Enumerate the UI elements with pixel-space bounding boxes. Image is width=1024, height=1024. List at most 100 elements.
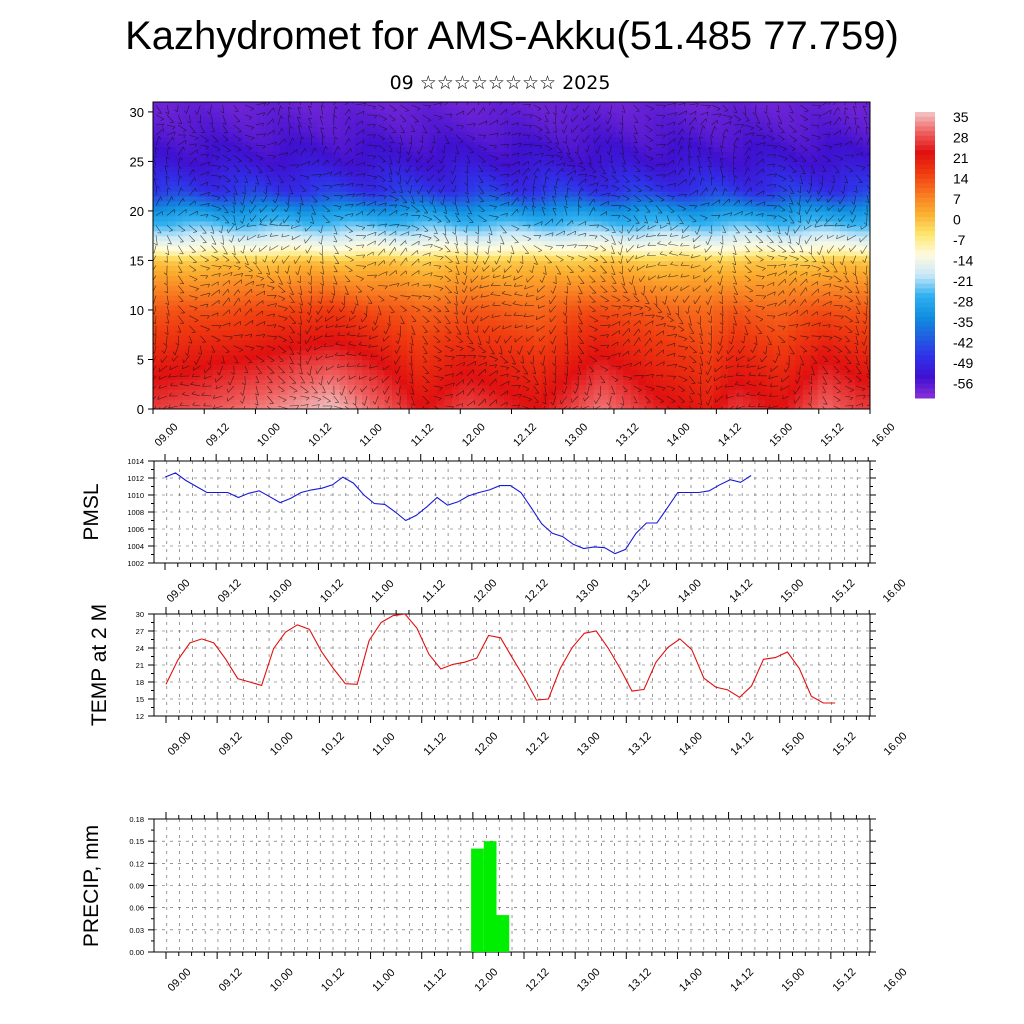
heatmap-cell — [153, 329, 162, 336]
heatmap-cell — [220, 280, 229, 286]
heatmap-cell — [384, 225, 393, 232]
heatmap-cell — [728, 364, 737, 370]
heatmap-cell — [653, 374, 662, 380]
heatmap-cell — [855, 394, 864, 400]
heatmap-cell — [855, 399, 864, 405]
heatmap-cell — [324, 181, 333, 187]
heatmap-cell — [369, 339, 378, 346]
heatmap-cell — [489, 245, 498, 252]
heatmap-cell — [317, 369, 326, 375]
heatmap-cell — [182, 369, 191, 375]
heatmap-cell — [533, 339, 542, 346]
heatmap-cell — [855, 300, 864, 306]
heatmap-cell — [265, 399, 274, 405]
heatmap-cell — [399, 265, 408, 271]
heatmap-cell — [190, 245, 199, 252]
heatmap-cell — [332, 295, 341, 301]
heatmap-cell — [459, 295, 468, 301]
heatmap-cell — [608, 334, 617, 341]
heatmap-cell — [698, 285, 707, 291]
heatmap-cell — [250, 399, 259, 405]
heatmap-cell — [653, 354, 662, 361]
heatmap-cell — [571, 329, 580, 336]
heatmap-cell — [593, 334, 602, 341]
heatmap-cell — [406, 161, 416, 167]
heatmap-cell — [780, 334, 789, 341]
heatmap-cell — [354, 181, 363, 187]
heatmap-cell — [302, 166, 311, 172]
heatmap-cell — [571, 339, 580, 346]
heatmap-cell — [474, 196, 483, 202]
heatmap-cell — [347, 176, 356, 182]
heatmap-cell — [743, 205, 752, 212]
heatmap-cell — [526, 300, 535, 306]
heatmap-cell — [743, 176, 752, 182]
heatmap-cell — [212, 379, 221, 385]
heatmap-cell — [772, 359, 781, 366]
heatmap-cell — [541, 394, 550, 400]
heatmap-cell — [377, 245, 386, 252]
heatmap-cell — [242, 260, 251, 266]
heatmap-cell — [862, 369, 870, 375]
heatmap-cell — [496, 235, 505, 242]
heatmap-cell — [242, 384, 251, 390]
heatmap-cell — [153, 314, 162, 321]
heatmap-cell — [496, 369, 505, 375]
heatmap-cells — [153, 102, 870, 409]
heatmap-cell — [713, 369, 722, 375]
heatmap-cell — [533, 404, 542, 409]
heatmap-cell — [242, 404, 251, 409]
heatmap-cell — [347, 399, 356, 405]
heatmap-cell — [541, 235, 550, 242]
heatmap-cell — [675, 230, 684, 237]
heatmap-cell — [645, 364, 655, 370]
heatmap-cell — [160, 309, 169, 316]
heatmap-cell — [160, 260, 169, 266]
heatmap-cell — [294, 230, 303, 237]
heatmap-cell — [825, 339, 834, 346]
heatmap-cell — [414, 245, 423, 252]
heatmap-cell — [504, 280, 513, 286]
heatmap-cell — [406, 210, 416, 217]
heatmap-cell — [459, 270, 468, 276]
heatmap-cell — [511, 210, 520, 217]
heatmap-cell — [772, 210, 781, 217]
heatmap-cell — [690, 240, 699, 247]
heatmap-cell — [518, 240, 528, 247]
heatmap-cell — [817, 285, 826, 291]
heatmap-cell — [160, 255, 169, 262]
heatmap-cell — [526, 230, 535, 237]
heatmap-cell — [832, 305, 841, 311]
heatmap-cell — [631, 151, 640, 158]
heatmap-cell — [847, 344, 856, 351]
heatmap-cell — [384, 300, 393, 306]
heatmap-cell — [399, 280, 408, 286]
heatmap-cell — [227, 205, 236, 212]
heatmap-cell — [496, 176, 505, 182]
heatmap-cell — [362, 319, 371, 326]
heatmap-cell — [645, 240, 655, 247]
heatmap-cell — [235, 220, 244, 227]
heatmap-cell — [787, 309, 796, 316]
heatmap-cell — [683, 319, 692, 326]
heatmap-cell — [683, 260, 692, 266]
heatmap-cell — [690, 151, 699, 158]
heatmap-cell — [616, 255, 625, 262]
heatmap-cell — [399, 275, 408, 281]
heatmap-cell — [339, 171, 348, 177]
heatmap-cell — [466, 404, 475, 409]
heatmap-cell — [787, 196, 796, 202]
heatmap-cell — [302, 389, 311, 395]
heatmap-cell — [265, 166, 274, 172]
heatmap-cell — [705, 225, 714, 232]
heatmap-cell — [757, 374, 767, 380]
heatmap-cell — [817, 186, 826, 192]
heatmap-cell — [272, 354, 281, 361]
heatmap-cell — [690, 196, 699, 202]
heatmap-cell — [690, 394, 699, 400]
heatmap-cell — [265, 255, 274, 262]
heatmap-cell — [668, 295, 677, 301]
heatmap-cell — [250, 404, 259, 409]
heatmap-cell — [735, 324, 744, 331]
heatmap-cell — [436, 344, 445, 351]
